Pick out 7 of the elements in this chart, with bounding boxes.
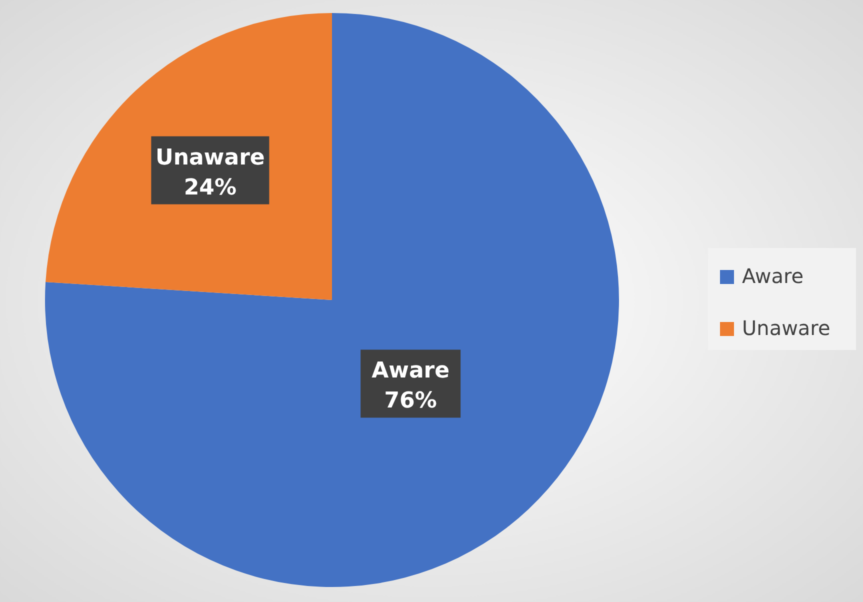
slice-label: Aware: [372, 358, 450, 384]
pie-slice: [46, 13, 619, 587]
data-label: 24%: [184, 175, 237, 200]
data-label: 76%: [384, 388, 437, 414]
slice-label: Unaware: [156, 145, 265, 170]
legend-label: Unaware: [742, 316, 830, 340]
legend-label: Aware: [742, 264, 804, 288]
